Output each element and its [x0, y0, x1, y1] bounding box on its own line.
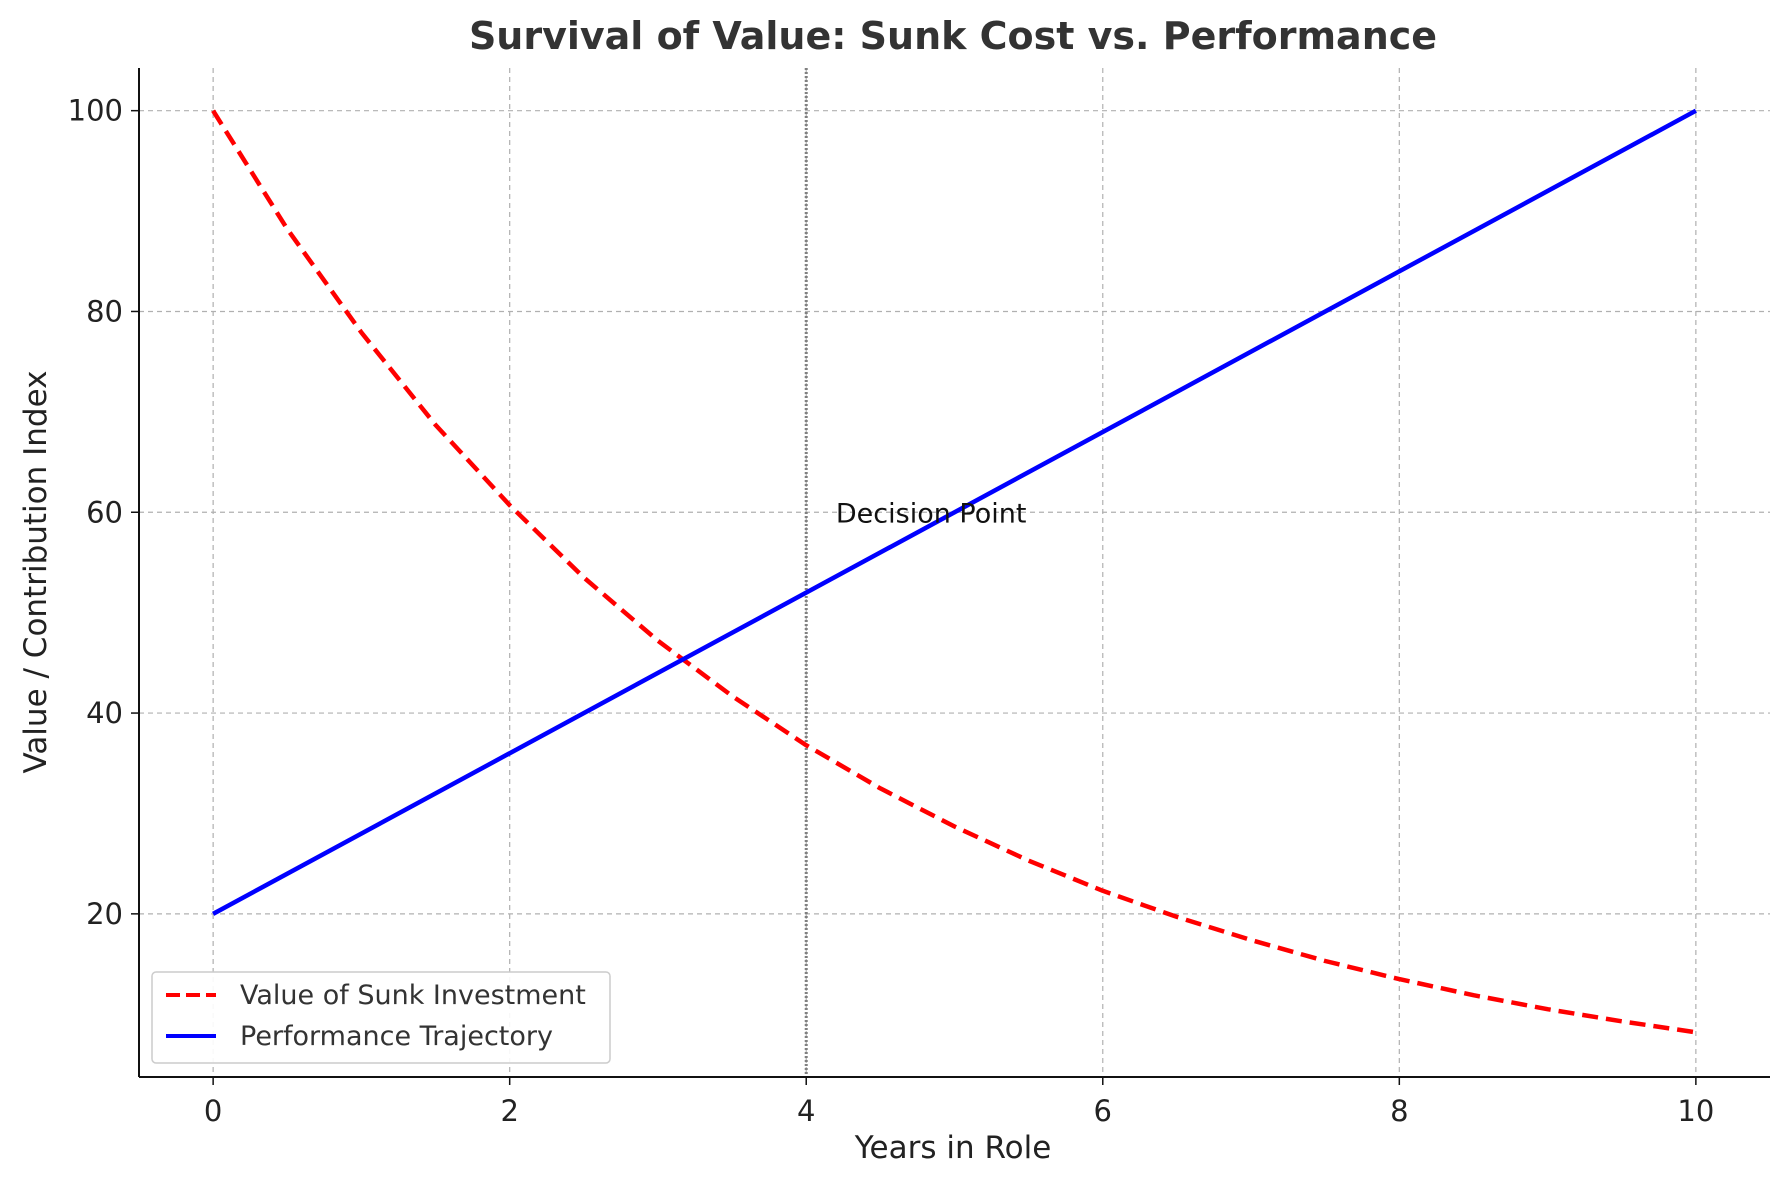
y-tick-label-40: 40	[86, 696, 123, 730]
series	[211, 108, 1697, 1035]
x-axis-label: Years in Role	[854, 1130, 1052, 1166]
legend-label-performance: Performance Trajectory	[240, 1021, 553, 1052]
x-tick-label-10: 10	[1677, 1094, 1714, 1128]
y-tick-label-60: 60	[86, 495, 123, 529]
x-tick-label-2: 2	[500, 1094, 518, 1128]
series-line-performance	[212, 108, 1697, 916]
y-tick-label-80: 80	[86, 294, 123, 328]
x-tick-label-4: 4	[797, 1094, 815, 1128]
decision-point-annotation: Decision Point	[836, 498, 1027, 529]
x-tick-label-8: 8	[1390, 1094, 1408, 1128]
y-tick-label-100: 100	[68, 94, 123, 128]
series-line-sunk-investment	[211, 109, 1697, 1035]
axes	[138, 68, 1770, 1078]
legend-box	[151, 971, 611, 1064]
y-tick-label-20: 20	[86, 897, 123, 931]
y-axis-label: Value / Contribution Index	[18, 371, 54, 774]
legend-label-sunk-investment: Value of Sunk Investment	[240, 980, 586, 1011]
x-tick-label-0: 0	[204, 1094, 222, 1128]
ticks: 0 2 4 6 8 10 20 40 60 80 100	[68, 94, 1715, 1128]
legend: Value of Sunk Investment Performance Tra…	[151, 971, 611, 1064]
x-tick-label-6: 6	[1094, 1094, 1112, 1128]
chart-title: Survival of Value: Sunk Cost vs. Perform…	[469, 14, 1437, 58]
